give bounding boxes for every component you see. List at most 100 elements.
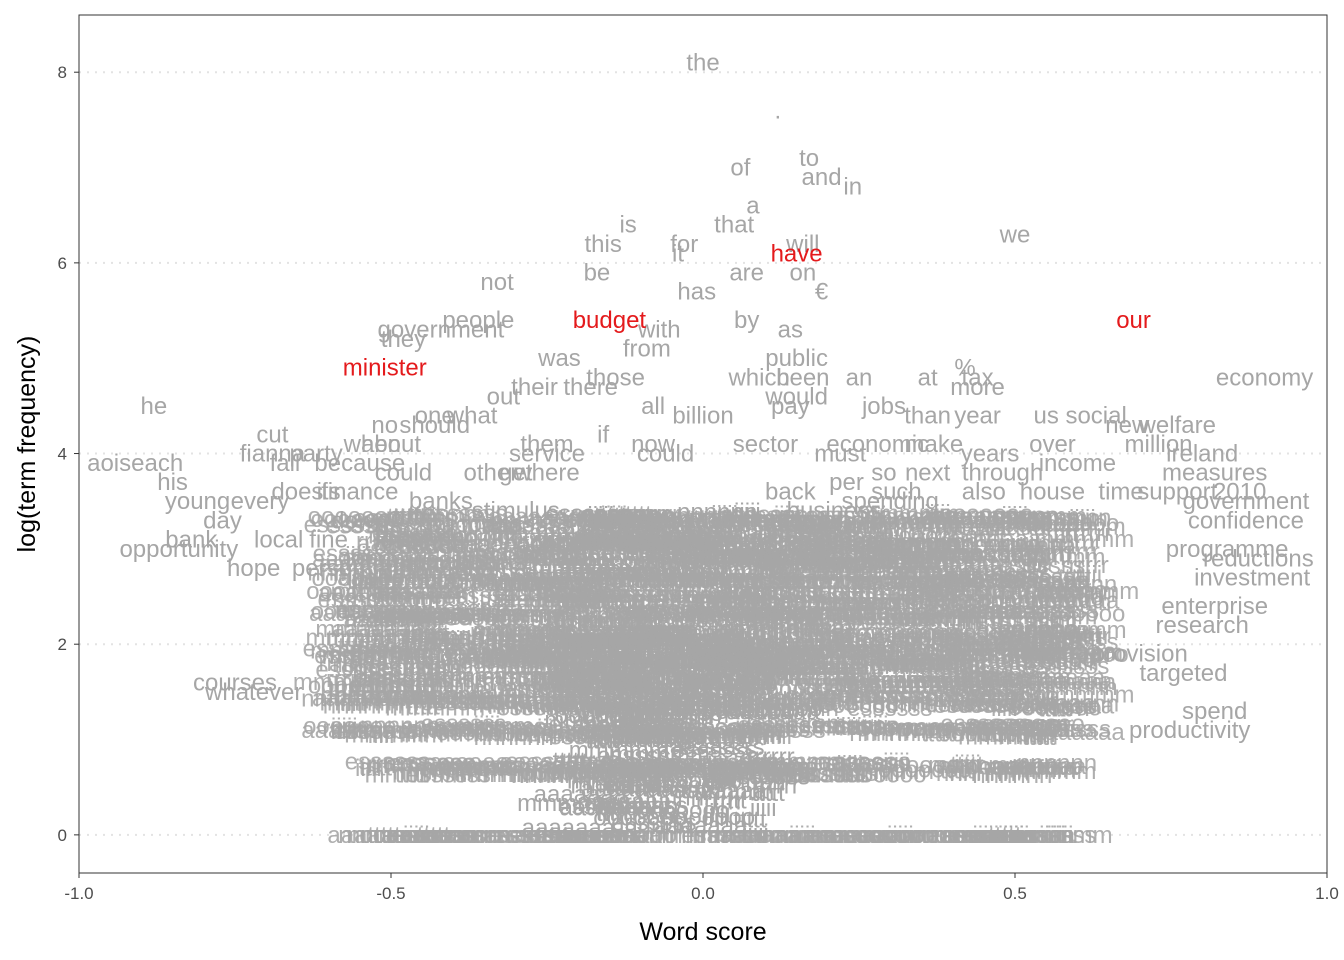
cloud-glyph: nnnnnn (392, 759, 472, 786)
cloud-glyph: rrrrrr (893, 822, 941, 849)
cloud-glyph: essssss (737, 712, 822, 739)
cloud-glyph: mmmmm (1013, 822, 1113, 849)
cloud-glyph: rrrrrr (865, 719, 913, 746)
y-axis: 0 2 4 6 8 (58, 63, 79, 845)
cloud-glyph: ttttt (618, 676, 652, 703)
cloud-glyph: essssss (589, 717, 674, 744)
cloud-glyph: aaaaaaa (557, 718, 651, 745)
cloud-glyph: nnnnnn (727, 550, 807, 577)
cloud-glyph: essssss (982, 715, 1067, 742)
cloud-glyph: aaaaaaa (721, 822, 815, 849)
cloud-glyph: ooooooo (743, 822, 836, 849)
cloud-glyph: rrrrrr (824, 755, 872, 782)
word-point: from (623, 336, 671, 363)
cloud-glyph: nnnnnn (1017, 750, 1097, 777)
cloud-glyph: rrrrrr (367, 752, 415, 779)
cloud-glyph: iiiii (591, 752, 618, 779)
cloud-glyph: essssss (527, 822, 612, 849)
cloud-glyph: essssss (948, 822, 1033, 849)
cloud-glyph: ooooooo (818, 749, 911, 776)
cloud-glyph: aaaaaaa (985, 754, 1079, 781)
word-point: of (730, 155, 750, 182)
word-point: at (918, 364, 938, 391)
word-point: he (141, 393, 168, 420)
cloud-glyph: aaaaaaa (706, 822, 800, 849)
cloud-glyph: essssss (401, 822, 486, 849)
cloud-glyph: nnnnnn (686, 719, 766, 746)
cloud-glyph: ooooooo (436, 720, 529, 747)
cloud-glyph: ooooooo (500, 749, 593, 776)
cloud-glyph: nnnnnn (936, 760, 1016, 787)
x-tick-label: -0.5 (376, 884, 405, 903)
word-point: is (619, 212, 636, 239)
cloud-glyph: iiiii (704, 800, 731, 827)
cloud-glyph: essssss (1011, 822, 1096, 849)
cloud-glyph: essssss (740, 717, 825, 744)
cloud-glyph: mmmmm (751, 714, 851, 741)
cloud-glyph: iiiii (765, 723, 792, 750)
cloud-glyph: ooooooo (407, 822, 500, 849)
cloud-glyph: iiiii (731, 721, 758, 748)
cloud-glyph: rrrrrr (971, 822, 1019, 849)
cloud-glyph: ooooooo (989, 754, 1082, 781)
cloud-glyph: ttttt (1008, 714, 1042, 741)
cloud-glyph: nnnnnn (347, 822, 427, 849)
cloud-glyph: essssss (812, 713, 897, 740)
cloud-glyph: aaaaaaa (982, 822, 1076, 849)
word-point: labour (819, 507, 886, 534)
cloud-glyph: essssss (786, 712, 871, 739)
cloud-glyph: mmmmm (952, 822, 1052, 849)
cloud-glyph: rrrrrr (991, 822, 1039, 849)
cloud-glyph: mmmmm (681, 822, 781, 849)
cloud-glyph: iiiii (835, 713, 862, 740)
cloud-glyph: aaaaaaa (808, 822, 902, 849)
cloud-glyph: mmmmm (933, 822, 1033, 849)
cloud-glyph: ooooooo (578, 758, 671, 785)
cloud-glyph: iiiii (789, 822, 816, 849)
cloud-glyph: essssss (400, 714, 485, 741)
cloud-glyph: ooooooo (833, 761, 926, 788)
cloud-glyph: iiiii (733, 753, 760, 780)
cloud-glyph: essssss (784, 761, 869, 788)
cloud-glyph: nnnnnn (407, 753, 487, 780)
cloud-glyph: mmmmm (459, 755, 559, 782)
cloud-glyph: rrrrrr (873, 715, 921, 742)
cloud-glyph: ooooooo (991, 710, 1084, 737)
cloud-glyph: essssss (810, 750, 895, 777)
word-point: could (637, 441, 694, 468)
cloud-glyph: ttttt (673, 719, 707, 746)
cloud-glyph: nnnnnn (613, 758, 693, 785)
word-point: jobs (861, 393, 906, 420)
cloud-glyph: aaaaaaa (970, 822, 1064, 849)
cloud-glyph: aaaaaaa (663, 718, 757, 745)
word-point: we (999, 221, 1031, 248)
cloud-glyph: iiiii (986, 719, 1013, 746)
cloud-glyph: iiiii (887, 822, 914, 849)
cloud-glyph: nnnnnn (597, 799, 677, 826)
cloud-glyph: nnnnnn (938, 753, 1018, 780)
cloud-glyph: nnnnnn (976, 721, 1056, 748)
word-point: that (714, 212, 754, 239)
cloud-glyph: nnnnnn (437, 754, 517, 781)
cloud-glyph: nnnnnn (849, 720, 929, 747)
cloud-glyph: ooooooo (805, 822, 898, 849)
cloud-glyph: essssss (940, 711, 1025, 738)
y-tick-label: 8 (58, 63, 67, 82)
cloud-glyph: iiiii (776, 760, 803, 787)
cloud-glyph: mmmmm (514, 822, 614, 849)
cloud-glyph: rrrrrr (914, 822, 962, 849)
word-point: has (677, 278, 716, 305)
cloud-glyph: mmmmm (344, 721, 444, 748)
word-point: by (734, 307, 759, 334)
cloud-glyph: mmmmm (579, 713, 679, 740)
cloud-glyph: mmmmm (528, 822, 628, 849)
word-point: local (254, 526, 303, 553)
cloud-glyph: rrrrrr (1012, 751, 1060, 778)
cloud-glyph: iiiii (836, 751, 863, 778)
y-tick-label: 2 (58, 635, 67, 654)
cloud-glyph: ooooooo (598, 724, 691, 751)
cloud-glyph: ooooooo (652, 618, 745, 645)
cloud-glyph: aaaaaaa (327, 822, 421, 849)
cloud-glyph: rrrrrr (464, 822, 512, 849)
